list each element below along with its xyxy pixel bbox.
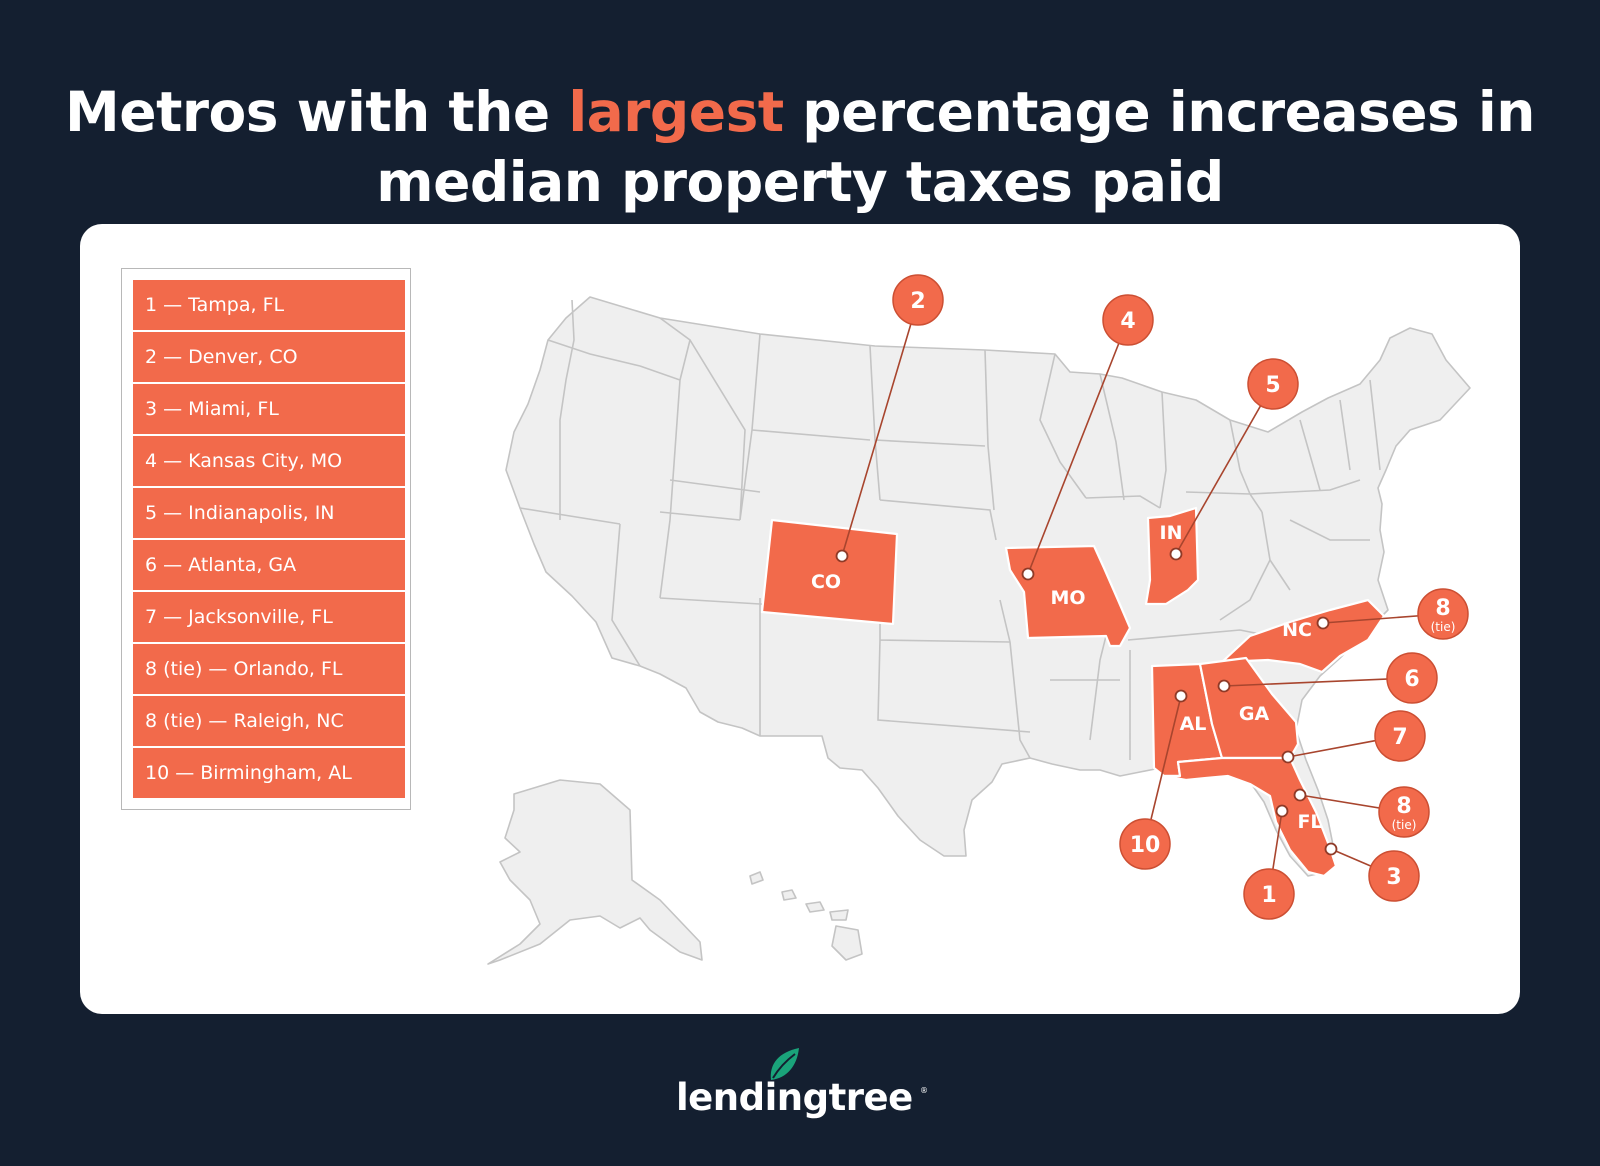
- metro-dot-tampa: [1275, 804, 1289, 818]
- rank-bubble-birmingham: 10: [1119, 818, 1171, 870]
- metro-dot-kansas-city: [1021, 567, 1035, 581]
- us-map: CO MO IN NC AL GA FL: [487, 274, 1471, 965]
- metro-dot-birmingham: [1174, 689, 1188, 703]
- hawaii-island-5: [831, 925, 863, 961]
- rank-number: 6: [1404, 667, 1419, 692]
- legend-item: 8 (tie) — Raleigh, NC: [133, 696, 405, 746]
- rank-number: 8: [1435, 596, 1450, 621]
- legend-item: 2 — Denver, CO: [133, 332, 405, 382]
- rank-number: 7: [1392, 725, 1407, 750]
- state-borders: [519, 299, 1381, 760]
- map-card: 1 — Tampa, FL 2 — Denver, CO 3 — Miami, …: [80, 224, 1520, 1014]
- title-text-after: percentage increases in: [783, 79, 1535, 144]
- state-label-co: CO: [811, 571, 841, 593]
- rank-number: 1: [1261, 883, 1276, 908]
- state-missouri: [1004, 544, 1132, 648]
- rank-bubble-tampa: 1: [1243, 868, 1295, 920]
- metro-ranking-legend: 1 — Tampa, FL 2 — Denver, CO 3 — Miami, …: [121, 268, 411, 810]
- rank-number: 4: [1120, 309, 1135, 334]
- legend-item: 7 — Jacksonville, FL: [133, 592, 405, 642]
- rank-bubble-atlanta: 6: [1386, 652, 1438, 704]
- state-north-carolina: [1220, 598, 1386, 674]
- metro-dot-indianapolis: [1169, 547, 1183, 561]
- metro-dot-miami: [1324, 842, 1338, 856]
- leader-line-denver: [841, 299, 919, 557]
- rank-bubble-raleigh: 8 (tie): [1417, 588, 1469, 640]
- state-label-mo: MO: [1050, 587, 1085, 609]
- page-title: Metros with the largest percentage incre…: [0, 77, 1600, 217]
- title-line-1: Metros with the largest percentage incre…: [0, 77, 1600, 147]
- leaf-icon: [770, 1048, 799, 1080]
- hawaii-island-4: [829, 909, 849, 921]
- rank-number: 8: [1396, 794, 1411, 819]
- state-colorado: [760, 518, 899, 626]
- leader-line-atlanta: [1223, 677, 1413, 687]
- state-label-fl: FL: [1297, 811, 1322, 833]
- metro-dot-jacksonville: [1281, 750, 1295, 764]
- legend-item: 3 — Miami, FL: [133, 384, 405, 434]
- rank-number: 2: [910, 289, 925, 314]
- title-line-2: median property taxes paid: [376, 149, 1224, 214]
- hawaii-island-2: [781, 889, 797, 901]
- state-florida: [1162, 756, 1338, 878]
- legend-item: 8 (tie) — Orlando, FL: [133, 644, 405, 694]
- metro-dot-orlando: [1293, 788, 1307, 802]
- rank-bubble-orlando: 8 (tie): [1378, 786, 1430, 838]
- title-text-before: Metros with the: [65, 79, 569, 144]
- alaska: [487, 779, 703, 965]
- state-label-al: AL: [1180, 713, 1207, 735]
- state-label-in: IN: [1160, 522, 1183, 544]
- rank-bubble-kansas-city: 4: [1102, 294, 1154, 346]
- rank-number: 10: [1130, 833, 1161, 858]
- lendingtree-logo: lendingtree ®: [676, 1046, 928, 1126]
- state-label-nc: NC: [1282, 619, 1312, 641]
- legend-item: 10 — Birmingham, AL: [133, 748, 405, 798]
- legend-item: 6 — Atlanta, GA: [133, 540, 405, 590]
- legend-item: 1 — Tampa, FL: [133, 280, 405, 330]
- title-highlight: largest: [568, 79, 784, 144]
- legend-item: 5 — Indianapolis, IN: [133, 488, 405, 538]
- rank-bubble-jacksonville: 7: [1374, 710, 1426, 762]
- leader-line-indianapolis: [1175, 383, 1274, 555]
- logo-wordmark: lendingtree: [676, 1076, 913, 1119]
- tie-label: (tie): [1431, 620, 1456, 634]
- rank-number: 3: [1386, 865, 1401, 890]
- legend-item: 4 — Kansas City, MO: [133, 436, 405, 486]
- hawaii-island-1: [749, 871, 764, 885]
- hawaii-island-3: [805, 901, 825, 913]
- rank-bubble-denver: 2: [892, 274, 944, 326]
- tie-label: (tie): [1392, 818, 1417, 832]
- rank-bubble-indianapolis: 5: [1247, 358, 1299, 410]
- metro-dot-denver: [835, 549, 849, 563]
- rank-number: 5: [1265, 373, 1280, 398]
- leader-line-kansas-city: [1027, 319, 1129, 575]
- rank-bubble-miami: 3: [1368, 850, 1420, 902]
- contiguous-us-landmass: [505, 296, 1471, 877]
- registered-mark: ®: [920, 1086, 928, 1095]
- state-label-ga: GA: [1239, 703, 1270, 725]
- metro-dot-raleigh: [1316, 616, 1330, 630]
- metro-dot-atlanta: [1217, 679, 1231, 693]
